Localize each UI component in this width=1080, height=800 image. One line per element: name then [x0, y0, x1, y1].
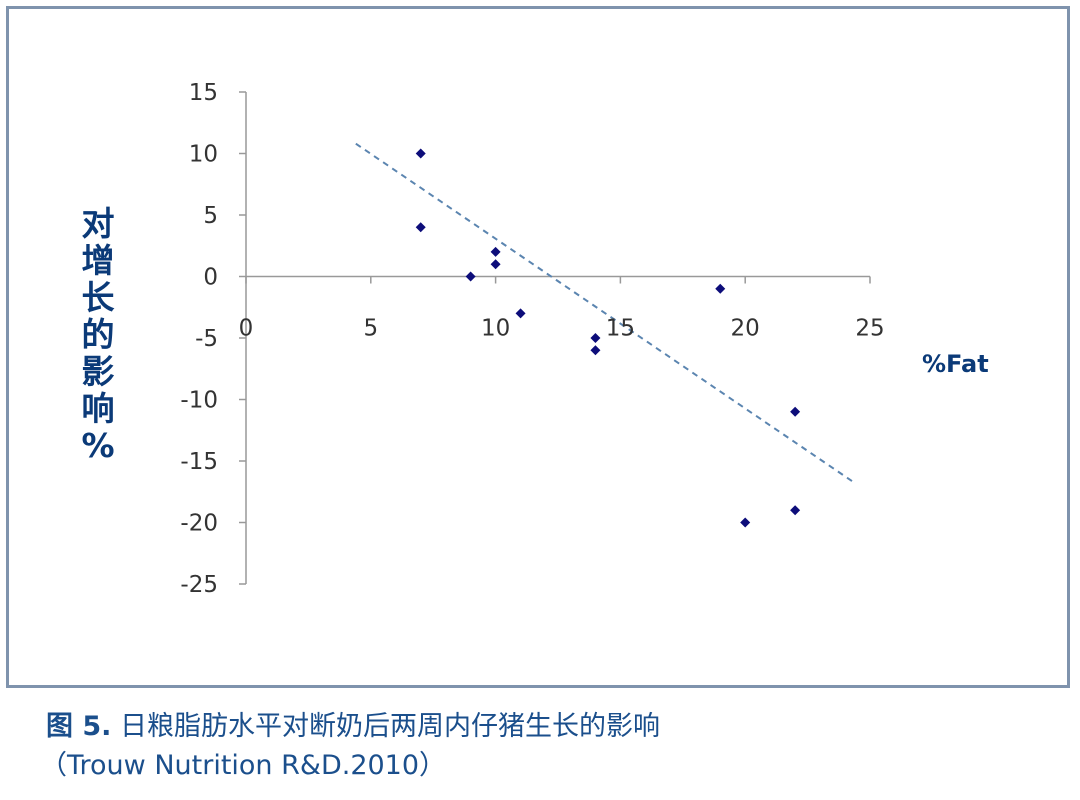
data-point [415, 222, 426, 233]
data-point [740, 517, 751, 528]
y-axis-label-char: 影 [81, 352, 115, 391]
data-point [415, 148, 426, 159]
y-axis-label-char: 响 [81, 389, 115, 428]
y-axis-label-char: 对 [81, 204, 115, 243]
data-point [590, 345, 601, 356]
x-tick-label: 15 [606, 316, 635, 342]
data-point [490, 246, 501, 257]
trendline [355, 142, 856, 484]
chart-frame [6, 6, 1070, 688]
x-tick-label: 25 [855, 316, 884, 342]
data-point [515, 308, 526, 319]
y-tick-label: -15 [180, 449, 218, 475]
figure-number: 图 5. [46, 711, 112, 742]
data-point [490, 259, 501, 270]
x-tick-label: 20 [731, 316, 760, 342]
y-tick-label: -10 [180, 388, 218, 414]
x-axis-label: %Fat [922, 350, 989, 378]
y-axis-label-char: 长 [81, 278, 115, 317]
x-tick-label: 0 [239, 316, 254, 342]
data-points [415, 148, 801, 528]
y-axis-label-char: 增 [81, 241, 115, 280]
x-tick-label: 5 [363, 316, 378, 342]
tick-labels: 15 10 5 0 -5 -10 -15 -20 -25 0 5 10 15 20 25 [180, 80, 884, 598]
data-point [715, 283, 726, 294]
y-tick-label: 10 [189, 142, 218, 168]
data-point [790, 406, 801, 417]
y-axis-label: 对 增 长 的 影 响 % [75, 205, 121, 464]
y-axis-label-char: % [81, 426, 115, 465]
y-tick-label: -5 [195, 326, 218, 352]
data-point [590, 333, 601, 343]
figure-caption: 图 5. 日粮脂肪水平对断奶后两周内仔猪生长的影响 [46, 704, 660, 743]
y-tick-label: 15 [189, 80, 218, 106]
y-axis-label-char: 的 [81, 315, 115, 354]
y-tick-label: -25 [180, 572, 218, 598]
trendline-group [355, 142, 856, 484]
figure-title: 日粮脂肪水平对断奶后两周内仔猪生长的影响 [120, 711, 661, 742]
figure-source: （Trouw Nutrition R&D.2010） [40, 750, 447, 781]
chart-axes [239, 91, 871, 585]
y-tick-label: 0 [203, 265, 218, 291]
x-tick-label: 10 [481, 316, 510, 342]
data-point [790, 505, 801, 516]
data-point [465, 271, 476, 282]
y-tick-label: -20 [180, 511, 218, 537]
y-tick-label: 5 [203, 203, 218, 229]
